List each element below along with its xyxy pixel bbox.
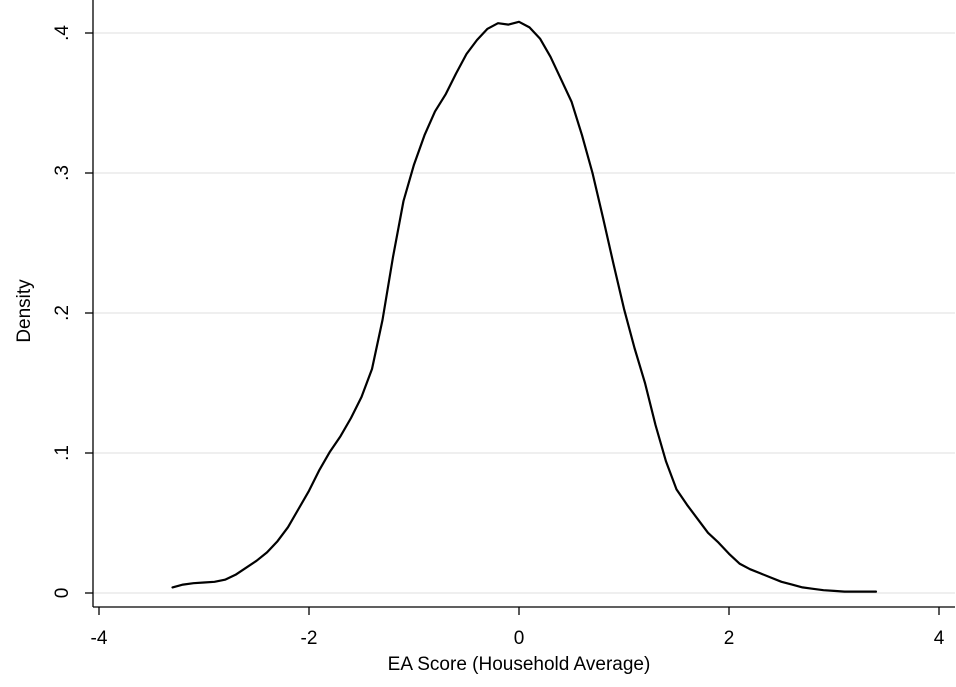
- axes: [85, 0, 955, 615]
- tick-labels: 0 .1 .2 .3 .4 -4 -2 0 2 4: [52, 25, 945, 649]
- y-tick-label: .1: [52, 445, 73, 461]
- y-tick-label: .3: [52, 165, 73, 181]
- x-tick-label: 4: [934, 628, 945, 649]
- x-tick-label: 0: [514, 628, 525, 649]
- y-tick-label: 0: [52, 588, 73, 599]
- x-tick-label: 2: [724, 628, 735, 649]
- x-tick-label: -4: [91, 628, 108, 649]
- y-tick-label: .2: [52, 305, 73, 321]
- y-tick-label: .4: [52, 25, 73, 41]
- series-layer: [171, 20, 878, 593]
- x-axis-label: EA Score (Household Average): [388, 654, 651, 675]
- gridlines: [93, 32, 955, 594]
- y-axis-label: Density: [14, 279, 35, 343]
- density-line: [171, 20, 878, 593]
- x-tick-label: -2: [301, 628, 318, 649]
